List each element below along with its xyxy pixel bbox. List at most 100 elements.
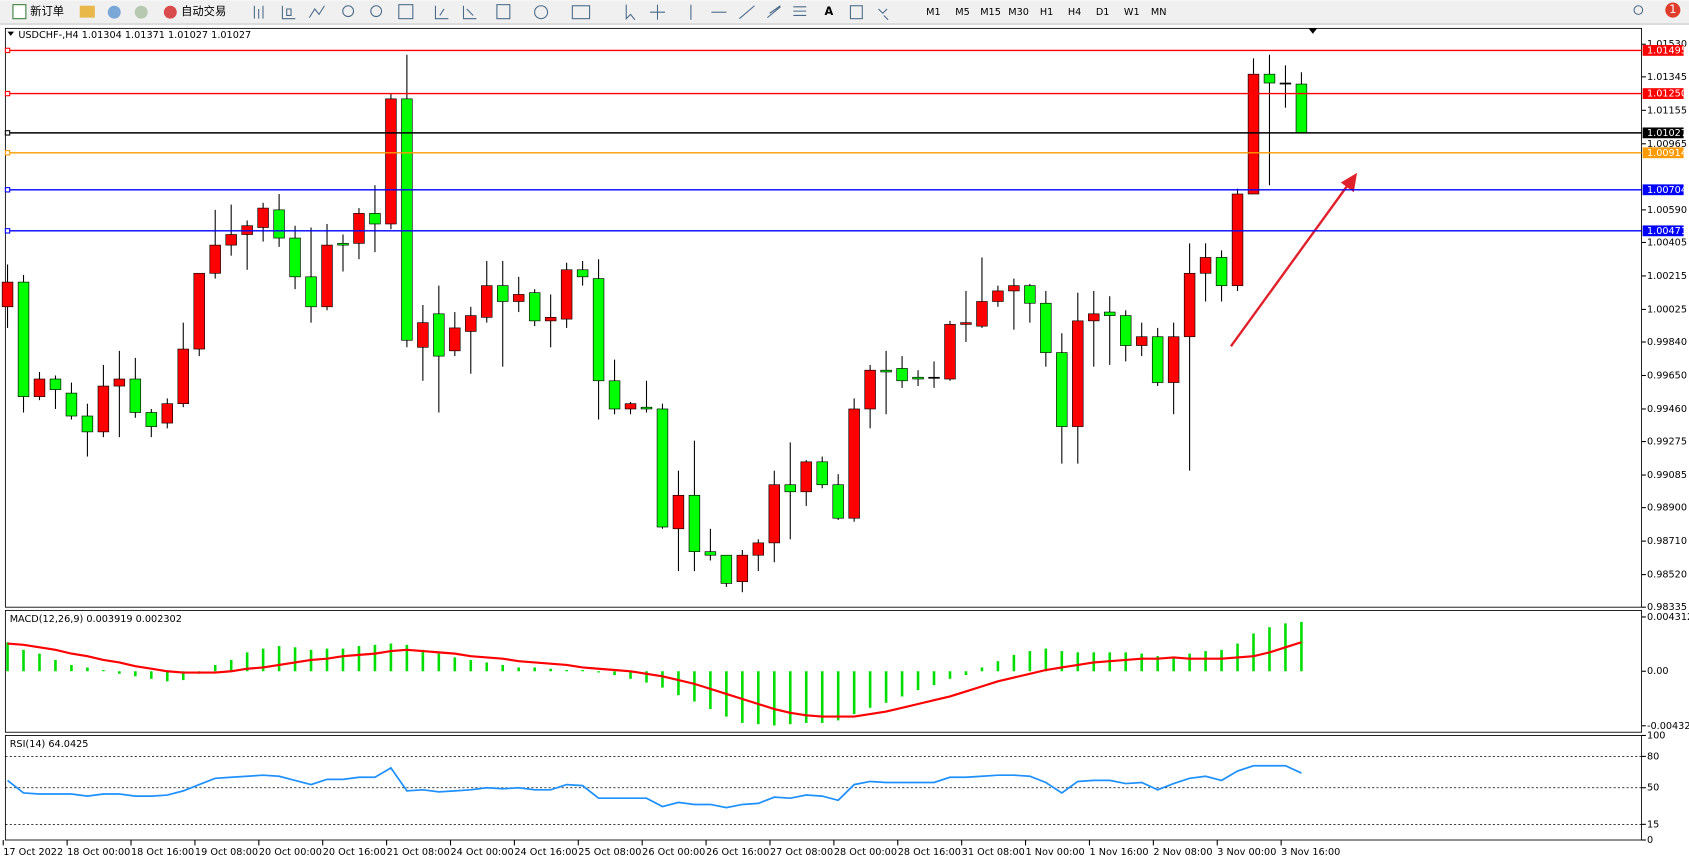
candle-body (1199, 257, 1212, 274)
timeframe-button[interactable]: MN (1151, 7, 1167, 18)
autoscroll-icon[interactable] (434, 5, 449, 20)
tile-icon[interactable] (398, 4, 414, 20)
macd-bar (1268, 627, 1271, 672)
toolbar-icon[interactable] (134, 5, 148, 19)
macd-bar (118, 671, 121, 674)
candle-body (560, 269, 573, 320)
candle-body (992, 290, 1004, 302)
bar-chart-icon[interactable] (253, 5, 264, 19)
chart-menu-arrow[interactable] (7, 31, 15, 36)
x-tick-label: 2 Nov 08:00 (1153, 847, 1212, 858)
timeframe-button[interactable]: H4 (1068, 7, 1081, 18)
macd-bar (788, 671, 792, 725)
level-label: 1.00914 (1647, 148, 1687, 159)
channel-icon[interactable] (767, 5, 781, 19)
macd-bar (357, 646, 361, 672)
candle-body (1247, 73, 1260, 195)
crosshair-icon[interactable] (649, 4, 666, 20)
macd-bar (293, 647, 297, 672)
rsi-line (7, 764, 1302, 809)
macd-bar (1044, 648, 1048, 672)
macd-bar (820, 671, 824, 723)
macd-bar (645, 671, 648, 683)
rsi-header: RSI(14) 64.0425 (10, 739, 89, 750)
fibo-icon[interactable] (793, 6, 807, 16)
new-order-button[interactable]: 新订单 (12, 4, 64, 20)
macd-bar (1076, 652, 1080, 672)
macd-bar (804, 671, 808, 723)
level-label-bg (1642, 225, 1684, 237)
candle-body (736, 554, 749, 582)
x-tick-label: 20 Oct 00:00 (259, 847, 322, 858)
level-label: 1.00471 (1647, 226, 1687, 237)
periods-icon[interactable] (534, 5, 549, 20)
candle-body (369, 213, 381, 225)
candle-body (401, 98, 413, 341)
shapes-icon[interactable] (878, 8, 889, 21)
macd-bar (134, 671, 137, 677)
macd-bar (1124, 652, 1128, 672)
timeframe-button[interactable]: M15 (980, 7, 1001, 18)
notification-badge[interactable] (1665, 2, 1681, 18)
x-tick-label: 21 Oct 08:00 (387, 847, 450, 858)
level-handle (4, 187, 11, 193)
y-tick-label: 0.98710 (1647, 536, 1687, 547)
zoom-out-icon[interactable] (370, 5, 383, 18)
y-tick-label: 0.00 (1647, 666, 1669, 677)
x-tick-label: 19 Oct 08:00 (195, 847, 258, 858)
candle-body (145, 412, 158, 427)
auto-trading-button[interactable]: 自动交易 (163, 4, 226, 19)
candle-body (161, 403, 173, 424)
candle-icon[interactable] (281, 5, 296, 20)
cursor-icon[interactable] (625, 4, 636, 21)
candle-body (624, 403, 637, 410)
candle-body (49, 378, 62, 390)
y-tick-label: 1.00025 (1647, 304, 1687, 315)
x-tick-label: 3 Nov 16:00 (1281, 847, 1340, 858)
x-tick-label: 26 Oct 00:00 (642, 847, 705, 858)
arrow-head (1340, 172, 1358, 193)
macd-bar (1060, 651, 1064, 672)
zoom-in-icon[interactable] (342, 5, 355, 18)
trendline-icon[interactable] (739, 5, 755, 20)
macd-bar (597, 671, 600, 673)
candle-body (113, 378, 126, 387)
timeframe-button[interactable]: M30 (1008, 7, 1029, 18)
timeframe-button[interactable]: M1 (926, 7, 941, 18)
level-handle (4, 228, 11, 234)
x-tick-label: 31 Oct 08:00 (962, 847, 1025, 858)
candle-body (65, 392, 78, 417)
candle-body (720, 554, 733, 584)
line-chart-icon[interactable] (308, 5, 325, 18)
macd-signal (7, 641, 1302, 718)
text-tool[interactable]: A (825, 5, 834, 18)
timeframe-button[interactable]: H1 (1040, 7, 1053, 18)
y-tick-label: 50 (1647, 783, 1659, 794)
candle-body (832, 484, 844, 519)
candle-body (241, 225, 253, 235)
macd-bar (629, 671, 632, 679)
new-order-icon (12, 4, 27, 20)
macd-bar (868, 671, 872, 708)
shift-icon[interactable] (462, 5, 477, 20)
timeframe-button[interactable]: W1 (1124, 7, 1140, 18)
timeframe-button[interactable]: D1 (1096, 7, 1110, 18)
y-tick-label: 0.99085 (1647, 470, 1687, 481)
search-icon[interactable] (1633, 5, 1644, 15)
candle-body (337, 243, 349, 246)
candle-body (225, 234, 237, 246)
macd-bar (517, 667, 521, 672)
templates-icon[interactable] (571, 5, 591, 20)
toolbar-icon[interactable] (107, 5, 121, 19)
indicators-icon[interactable] (496, 4, 511, 20)
macd-bar (932, 671, 936, 686)
candle-body (512, 294, 525, 302)
macd-bar (1028, 651, 1032, 672)
timeframe-button[interactable]: M5 (955, 7, 970, 18)
y-tick-label: 1.01345 (1647, 72, 1687, 83)
label-icon[interactable] (849, 5, 863, 20)
toolbar-icon[interactable] (79, 5, 95, 18)
toolbar: 新订单 自动交易 (0, 0, 1689, 25)
